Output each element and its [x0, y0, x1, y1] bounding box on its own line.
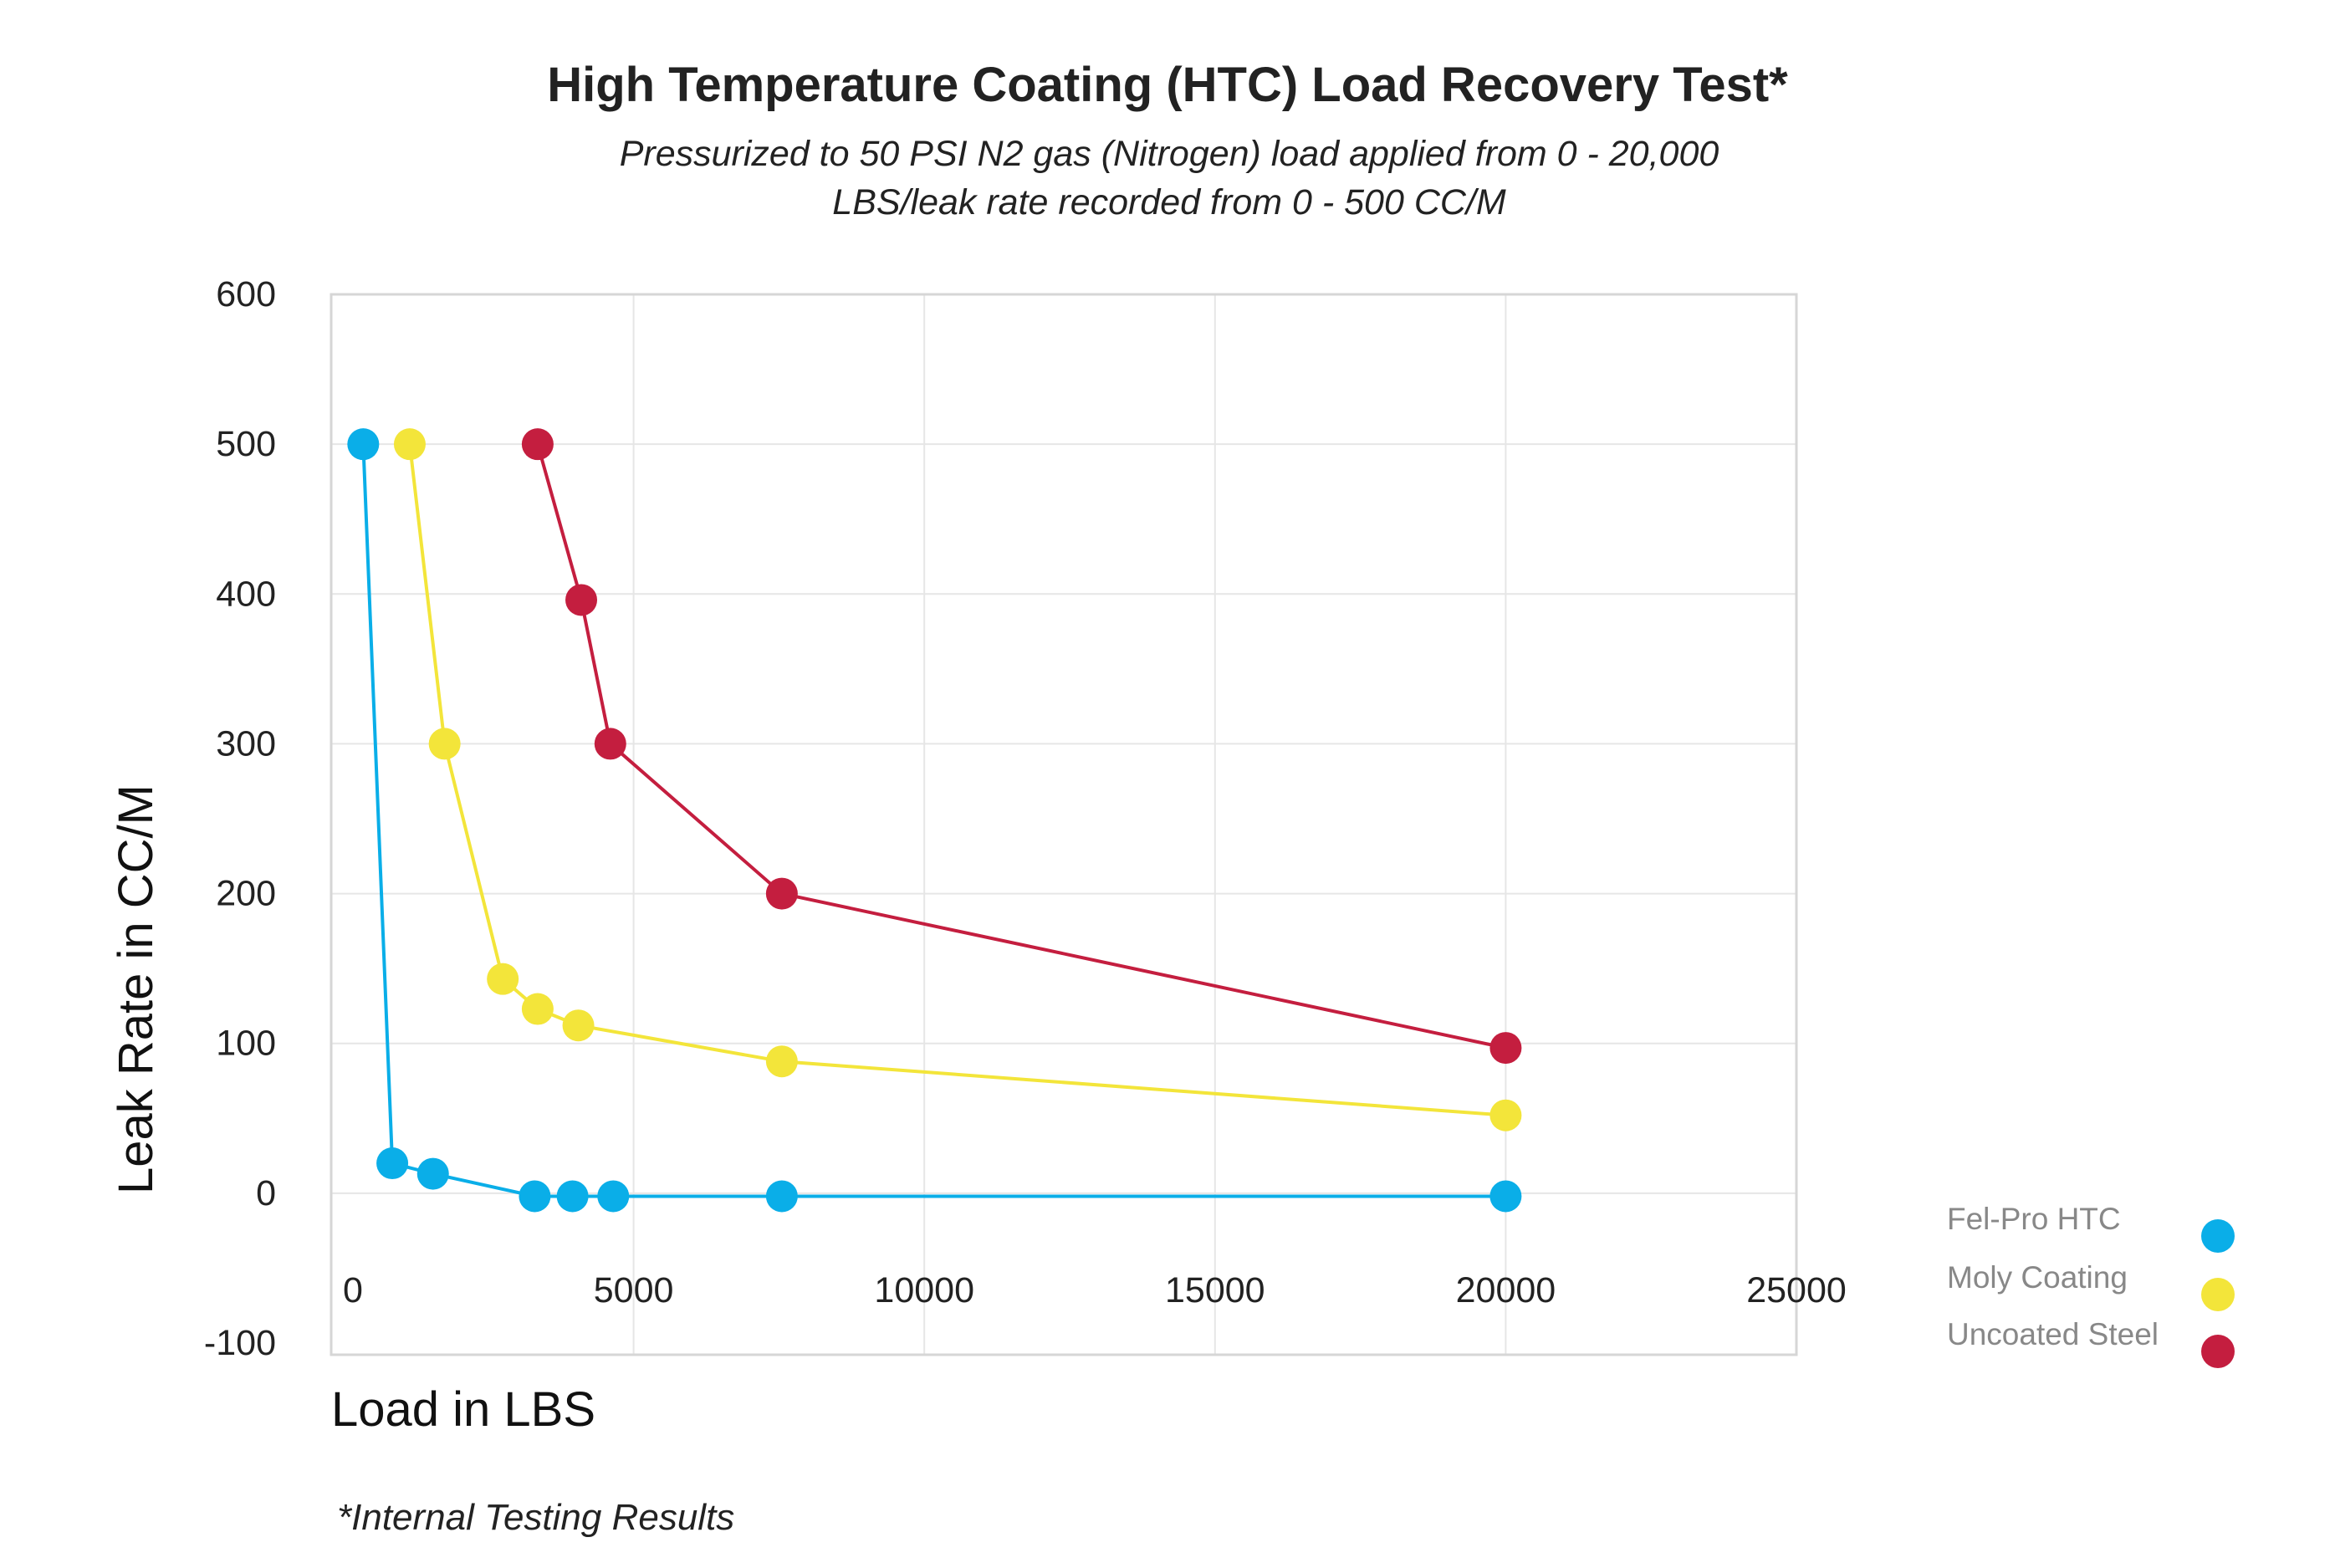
data-point	[565, 584, 598, 616]
y-tick-label: 300	[216, 723, 276, 764]
data-point	[416, 1157, 449, 1190]
data-point	[393, 428, 426, 461]
footnote: *Internal Testing Results	[337, 1497, 735, 1538]
y-tick-label: 500	[216, 424, 276, 464]
data-point	[562, 1009, 595, 1042]
data-point	[376, 1147, 409, 1180]
y-tick-label: 100	[216, 1024, 276, 1064]
chart-subtitle-line-1: Pressurized to 50 PSI N2 gas (Nitrogen) …	[619, 134, 1719, 174]
legend-marker	[2201, 1278, 2235, 1311]
y-axis-label: Leak Rate in CC/M	[109, 784, 163, 1194]
chart-title: High Temperature Coating (HTC) Load Reco…	[547, 58, 1788, 112]
x-tick-label: 5000	[594, 1270, 674, 1310]
chart-subtitle-line-2: LBS/leak rate recorded from 0 - 500 CC/M	[832, 182, 1506, 222]
plot-area-border	[330, 293, 1798, 1356]
data-point	[521, 993, 554, 1025]
data-point	[428, 728, 461, 760]
y-axis-ticks: -100 0 100 200 300 400 500 600	[204, 274, 276, 1363]
data-point	[765, 1045, 798, 1078]
chart-series	[347, 428, 1522, 1213]
data-point	[487, 963, 519, 995]
series-fel-pro-htc	[347, 428, 1522, 1213]
x-tick-label: 25000	[1746, 1270, 1847, 1310]
data-point	[1489, 1032, 1522, 1065]
y-tick-label: 400	[216, 574, 276, 614]
x-tick-label: 15000	[1165, 1270, 1265, 1310]
data-point	[594, 728, 626, 760]
data-point	[519, 1180, 551, 1213]
chart-grid	[331, 294, 1796, 1355]
data-point	[556, 1180, 589, 1213]
data-point	[765, 1180, 798, 1213]
legend-label: Fel-Pro HTC	[1947, 1202, 2121, 1236]
chart-legend: Fel-Pro HTC Moly Coating Uncoated Steel	[1947, 1202, 2235, 1368]
x-axis-ticks: 0 5000 10000 15000 20000 25000	[343, 1270, 1847, 1310]
data-point	[521, 428, 554, 461]
series-uncoated-steel	[521, 428, 1522, 1065]
y-tick-label: -100	[204, 1323, 276, 1363]
data-point	[347, 428, 380, 461]
legend-marker	[2201, 1335, 2235, 1368]
x-tick-label: 10000	[874, 1270, 974, 1310]
data-point	[1489, 1180, 1522, 1213]
series-moly-coating	[393, 428, 1522, 1131]
x-tick-label: 0	[343, 1270, 363, 1310]
y-tick-label: 600	[216, 274, 276, 314]
y-tick-label: 200	[216, 874, 276, 914]
x-axis-label: Load in LBS	[331, 1382, 595, 1437]
data-point	[765, 877, 798, 910]
series-line	[535, 443, 1506, 1050]
legend-marker	[2201, 1219, 2235, 1253]
data-point	[597, 1180, 630, 1213]
series-line	[361, 444, 1506, 1198]
data-point	[1489, 1099, 1522, 1131]
y-tick-label: 0	[256, 1173, 276, 1213]
x-tick-label: 20000	[1456, 1270, 1556, 1310]
legend-label: Uncoated Steel	[1947, 1317, 2159, 1351]
legend-label: Moly Coating	[1947, 1260, 2128, 1295]
